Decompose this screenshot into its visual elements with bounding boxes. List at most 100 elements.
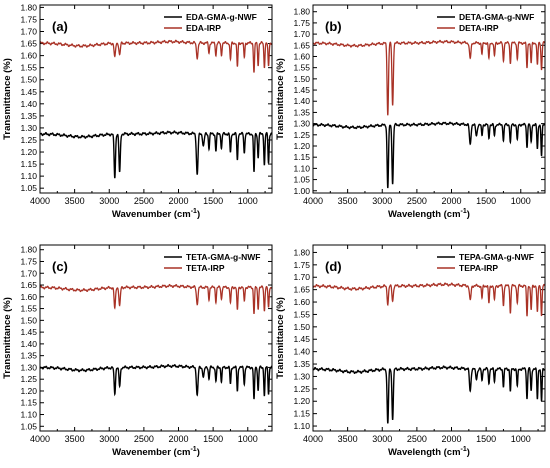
x-tick-label: 2500 — [134, 196, 154, 206]
x-tick-label: 1000 — [238, 196, 258, 206]
series-line-irp — [313, 39, 545, 116]
x-axis-label-close: ) — [467, 209, 470, 220]
x-tick-label: 2000 — [168, 434, 188, 444]
x-tick-label: 4000 — [303, 196, 323, 206]
panel-label: (a) — [52, 19, 68, 34]
chart-panel-b: 4000 3500 3000 2500 2000 1500 1000 1.001.05 1.10… — [275, 4, 546, 220]
x-axis-label-close: ) — [197, 447, 200, 458]
legend-entry-grafted: TETA-GMA-g-NWF — [186, 252, 260, 262]
y-tick-label: 1.20 — [293, 396, 310, 406]
y-tick-label: 1.60 — [293, 51, 310, 61]
y-tick-label: 1.50 — [20, 75, 37, 85]
x-tick-label: 1500 — [203, 196, 223, 206]
x-tick-label: 4000 — [30, 434, 50, 444]
x-tick-label: 1500 — [476, 434, 496, 444]
plot-frame — [39, 4, 273, 194]
x-axis-label: Wavelength (cm-1) — [388, 208, 470, 220]
y-tick-label: 1.15 — [293, 409, 310, 419]
y-tick-label: 1.10 — [20, 171, 37, 181]
x-tick-label: 3000 — [99, 196, 119, 206]
y-tick-label: 1.25 — [293, 384, 310, 394]
y-tick-label: 1.25 — [20, 374, 37, 384]
x-tick-label: 3500 — [65, 196, 85, 206]
y-tick-label: 1.05 — [293, 175, 310, 185]
y-tick-label: 1.45 — [20, 87, 37, 97]
y-tick-label: 1.40 — [20, 99, 37, 109]
y-tick-label: 1.05 — [20, 183, 37, 193]
y-tick-label: 1.45 — [20, 327, 37, 337]
legend-entry-irp: DETA-IRP — [459, 23, 499, 33]
x-tick-label: 2000 — [441, 196, 461, 206]
y-tick-label: 1.05 — [20, 421, 37, 431]
y-tick-label: 1.15 — [20, 398, 37, 408]
x-axis-label-superscript: -1 — [461, 208, 467, 215]
x-tick-label: 3500 — [338, 434, 358, 444]
y-tick-label: 1.70 — [293, 29, 310, 39]
y-axis-label: Transmittance (%) — [275, 297, 286, 379]
y-tick-label: 1.65 — [20, 280, 37, 290]
y-tick-label: 1.55 — [20, 304, 37, 314]
series-line-irp — [40, 283, 272, 315]
chart-panel-d: 4000 3500 3000 2500 2000 1500 1000 1.10 1.15 1.20… — [275, 244, 546, 458]
y-tick-label: 1.15 — [20, 159, 37, 169]
y-tick-label: 1.35 — [20, 351, 37, 361]
legend-entry-irp: TEPA-IRP — [459, 263, 498, 273]
series-line-irp — [40, 39, 272, 73]
y-tick-label: 1.80 — [293, 7, 310, 17]
y-tick-label: 1.75 — [20, 14, 37, 24]
y-tick-label: 1.65 — [20, 39, 37, 49]
y-tick-label: 1.15 — [293, 152, 310, 162]
x-axis-label-superscript: -1 — [191, 208, 197, 215]
series-line-grafted — [313, 121, 545, 189]
y-tick-label: 1.20 — [293, 141, 310, 151]
y-tick-label: 1.75 — [293, 18, 310, 28]
y-tick-label: 1.80 — [293, 247, 310, 257]
y-axis-label: Transmittance (%) — [275, 58, 286, 140]
y-tick-label: 1.40 — [293, 96, 310, 106]
y-axis-label: Transmittance (%) — [2, 297, 13, 379]
y-tick-label: 1.25 — [293, 130, 310, 140]
panel-label: (d) — [325, 259, 342, 274]
series-line-grafted — [40, 130, 272, 179]
y-tick-label: 1.30 — [20, 362, 37, 372]
y-tick-label: 1.10 — [293, 421, 310, 431]
series-line-grafted — [40, 363, 272, 400]
y-tick-label: 1.45 — [293, 85, 310, 95]
y-tick-label: 1.35 — [20, 111, 37, 121]
plot-frame — [312, 244, 546, 432]
y-tick-label: 1.65 — [293, 285, 310, 295]
x-tick-label: 1000 — [511, 434, 531, 444]
x-tick-label: 2500 — [407, 196, 427, 206]
y-tick-label: 1.60 — [20, 292, 37, 302]
y-tick-label: 1.30 — [20, 123, 37, 133]
legend-entry-irp: TETA-IRP — [186, 263, 225, 273]
x-axis-label-text: Wavelength (cm — [388, 209, 461, 220]
y-tick-label: 1.10 — [293, 163, 310, 173]
y-tick-label: 1.80 — [20, 2, 37, 12]
y-tick-label: 1.75 — [20, 256, 37, 266]
y-tick-label: 1.30 — [293, 119, 310, 129]
x-tick-label: 1000 — [238, 434, 258, 444]
x-tick-label: 3500 — [338, 196, 358, 206]
x-axis-label: Wavenumber (cm-1) — [112, 208, 200, 220]
y-tick-label: 1.75 — [293, 260, 310, 270]
y-axis-label: Transmittance (%) — [2, 58, 13, 140]
y-tick-label: 1.20 — [20, 147, 37, 157]
y-tick-label: 1.80 — [20, 245, 37, 255]
x-tick-label: 2000 — [168, 196, 188, 206]
panel-label: (b) — [325, 19, 342, 34]
x-axis-label-text: Wavenember (cm — [112, 447, 190, 458]
y-tick-label: 1.50 — [293, 74, 310, 84]
chart-panel-a: 4000 3500 3000 2500 2000 1500 1000 1.05 1.10 1.15… — [2, 2, 273, 220]
x-tick-label: 3000 — [99, 434, 119, 444]
y-tick-label: 1.70 — [293, 272, 310, 282]
chart-panel-c: 4000 3500 3000 2500 2000 1500 1000 1.051.10 1.15… — [2, 244, 273, 458]
x-axis-label-text: Wavelength (cm — [388, 447, 461, 458]
x-tick-label: 2500 — [134, 434, 154, 444]
y-tick-label: 1.55 — [293, 63, 310, 73]
y-tick-label: 1.65 — [293, 40, 310, 50]
y-tick-label: 1.70 — [20, 268, 37, 278]
x-axis-label: Wavenember (cm-1) — [112, 446, 200, 458]
x-tick-label: 1500 — [203, 434, 223, 444]
